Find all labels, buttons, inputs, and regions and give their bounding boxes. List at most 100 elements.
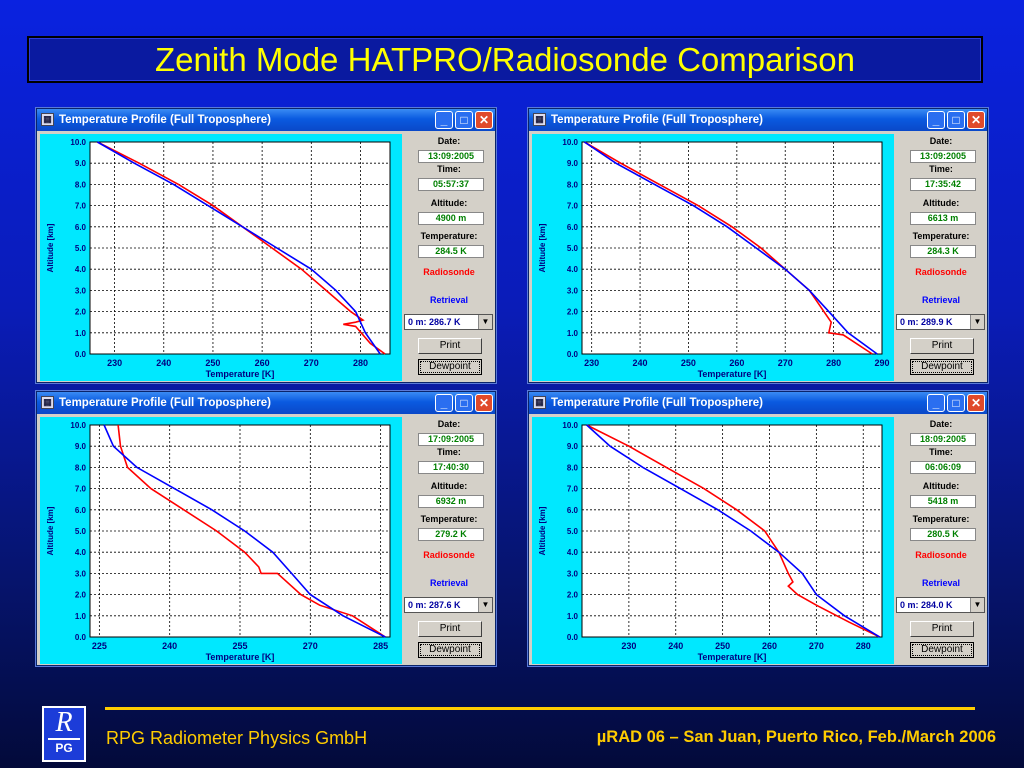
level-select[interactable]: 0 m: 284.0 K ▼ — [896, 597, 985, 613]
conference-info: µRAD 06 – San Juan, Puerto Rico, Feb./Ma… — [596, 728, 996, 746]
window-title: Temperature Profile (Full Troposphere) — [551, 397, 763, 409]
x-tick-label: 270 — [778, 358, 793, 368]
minimize-icon[interactable]: _ — [435, 394, 453, 412]
window-titlebar[interactable]: ▦ Temperature Profile (Full Troposphere)… — [529, 392, 987, 414]
close-icon[interactable]: ✕ — [967, 394, 985, 412]
y-tick-label: 1.0 — [567, 612, 579, 621]
y-tick-label: 0.0 — [567, 350, 579, 359]
dewpoint-button[interactable]: Dewpoint — [910, 359, 974, 375]
chevron-down-icon[interactable]: ▼ — [478, 315, 492, 329]
window-titlebar[interactable]: ▦ Temperature Profile (Full Troposphere)… — [37, 109, 495, 131]
temperature-profile-chart: 225 240 255 270 285 0.0 1.0 2.0 3.0 4.0 5.0 6.0 7.0 8… — [40, 417, 402, 664]
x-axis-label: Temperature [K] — [206, 369, 275, 379]
minimize-icon[interactable]: _ — [927, 394, 945, 412]
temperature-profile-window[interactable]: ▦ Temperature Profile (Full Troposphere)… — [36, 391, 496, 666]
y-tick-label: 6.0 — [567, 506, 579, 515]
legend-radiosonde: Radiosonde — [915, 550, 967, 560]
y-tick-label: 7.0 — [567, 485, 579, 494]
date-value: 18:09:2005 — [910, 433, 976, 446]
company-name: RPG Radiometer Physics GmbH — [106, 728, 368, 748]
chevron-down-icon[interactable]: ▼ — [478, 598, 492, 612]
maximize-icon[interactable]: □ — [947, 394, 965, 412]
close-icon[interactable]: ✕ — [967, 111, 985, 129]
dewpoint-button[interactable]: Dewpoint — [418, 359, 482, 375]
logo-text: PG — [48, 738, 80, 756]
y-axis-label: Altitude [km] — [538, 506, 547, 555]
temperature-profile-window[interactable]: ▦ Temperature Profile (Full Troposphere)… — [36, 108, 496, 383]
altitude-label: Altitude: — [430, 481, 468, 491]
minimize-icon[interactable]: _ — [435, 111, 453, 129]
chart-svg: 225 240 255 270 285 0.0 1.0 2.0 3.0 4.0 5.0 6.0 7.0 8… — [46, 421, 391, 662]
temperature-profile-chart: 230 240 250 260 270 280 290 0.0 1.0 2.0 3.0 4.0 5.0 6… — [532, 134, 894, 381]
print-button[interactable]: Print — [418, 338, 482, 354]
time-value: 05:57:37 — [418, 178, 484, 191]
y-tick-label: 4.0 — [75, 265, 87, 274]
maximize-icon[interactable]: □ — [455, 394, 473, 412]
print-button[interactable]: Print — [910, 621, 974, 637]
time-label: Time: — [437, 447, 461, 457]
time-label: Time: — [929, 164, 953, 174]
app-icon[interactable]: ▦ — [41, 113, 54, 126]
y-tick-label: 8.0 — [75, 180, 87, 189]
window-title: Temperature Profile (Full Troposphere) — [59, 114, 271, 126]
maximize-icon[interactable]: □ — [455, 111, 473, 129]
close-icon[interactable]: ✕ — [475, 394, 493, 412]
print-button[interactable]: Print — [910, 338, 974, 354]
maximize-icon[interactable]: □ — [947, 111, 965, 129]
level-select-value: 0 m: 289.9 K — [900, 317, 953, 327]
time-label: Time: — [437, 164, 461, 174]
close-icon[interactable]: ✕ — [475, 111, 493, 129]
level-select[interactable]: 0 m: 287.6 K ▼ — [404, 597, 493, 613]
y-tick-label: 3.0 — [75, 569, 87, 578]
time-label: Time: — [929, 447, 953, 457]
dewpoint-button[interactable]: Dewpoint — [910, 642, 974, 658]
y-tick-label: 5.0 — [567, 527, 579, 536]
level-select[interactable]: 0 m: 286.7 K ▼ — [404, 314, 493, 330]
footer-divider — [105, 707, 975, 710]
app-icon[interactable]: ▦ — [41, 396, 54, 409]
legend-retrieval: Retrieval — [429, 578, 469, 588]
legend-radiosonde: Radiosonde — [423, 550, 475, 560]
x-tick-label: 240 — [156, 358, 171, 368]
level-select-value: 0 m: 284.0 K — [900, 600, 953, 610]
y-tick-label: 1.0 — [75, 612, 87, 621]
x-tick-label: 285 — [373, 641, 388, 651]
temperature-profile-window[interactable]: ▦ Temperature Profile (Full Troposphere)… — [528, 391, 988, 666]
temperature-profile-window[interactable]: ▦ Temperature Profile (Full Troposphere)… — [528, 108, 988, 383]
minimize-icon[interactable]: _ — [927, 111, 945, 129]
legend-radiosonde: Radiosonde — [423, 267, 475, 277]
app-icon[interactable]: ▦ — [533, 396, 546, 409]
chart-svg: 230 240 250 260 270 280 0.0 1.0 2.0 3.0 4.0 5.0 6.0 7… — [46, 138, 391, 379]
window-titlebar[interactable]: ▦ Temperature Profile (Full Troposphere)… — [529, 109, 987, 131]
x-tick-label: 230 — [107, 358, 122, 368]
x-tick-label: 250 — [715, 641, 730, 651]
y-tick-label: 0.0 — [75, 350, 87, 359]
y-tick-label: 2.0 — [75, 308, 87, 317]
y-tick-label: 0.0 — [75, 633, 87, 642]
temperature-value: 279.2 K — [418, 528, 484, 541]
print-button[interactable]: Print — [418, 621, 482, 637]
x-axis-label: Temperature [K] — [698, 652, 767, 662]
legend-retrieval: Retrieval — [921, 578, 961, 588]
y-axis-label: Altitude [km] — [538, 223, 547, 272]
level-select-value: 0 m: 287.6 K — [408, 600, 461, 610]
x-axis-label: Temperature [K] — [206, 652, 275, 662]
y-axis-label: Altitude [km] — [46, 223, 55, 272]
x-tick-label: 240 — [162, 641, 177, 651]
window-titlebar[interactable]: ▦ Temperature Profile (Full Troposphere)… — [37, 392, 495, 414]
temperature-profile-chart: 230 240 250 260 270 280 0.0 1.0 2.0 3.0 4.0 5.0 6.0 7… — [532, 417, 894, 664]
level-select[interactable]: 0 m: 289.9 K ▼ — [896, 314, 985, 330]
x-tick-label: 260 — [729, 358, 744, 368]
retrieval-series-line — [97, 141, 381, 355]
chevron-down-icon[interactable]: ▼ — [970, 598, 984, 612]
altitude-label: Altitude: — [430, 198, 468, 208]
y-tick-label: 2.0 — [567, 591, 579, 600]
temperature-label: Temperature: — [912, 514, 970, 524]
y-tick-label: 8.0 — [567, 463, 579, 472]
app-icon[interactable]: ▦ — [533, 113, 546, 126]
y-tick-label: 1.0 — [567, 329, 579, 338]
dewpoint-button[interactable]: Dewpoint — [418, 642, 482, 658]
x-tick-label: 230 — [584, 358, 599, 368]
y-tick-label: 9.0 — [75, 442, 87, 451]
chevron-down-icon[interactable]: ▼ — [970, 315, 984, 329]
